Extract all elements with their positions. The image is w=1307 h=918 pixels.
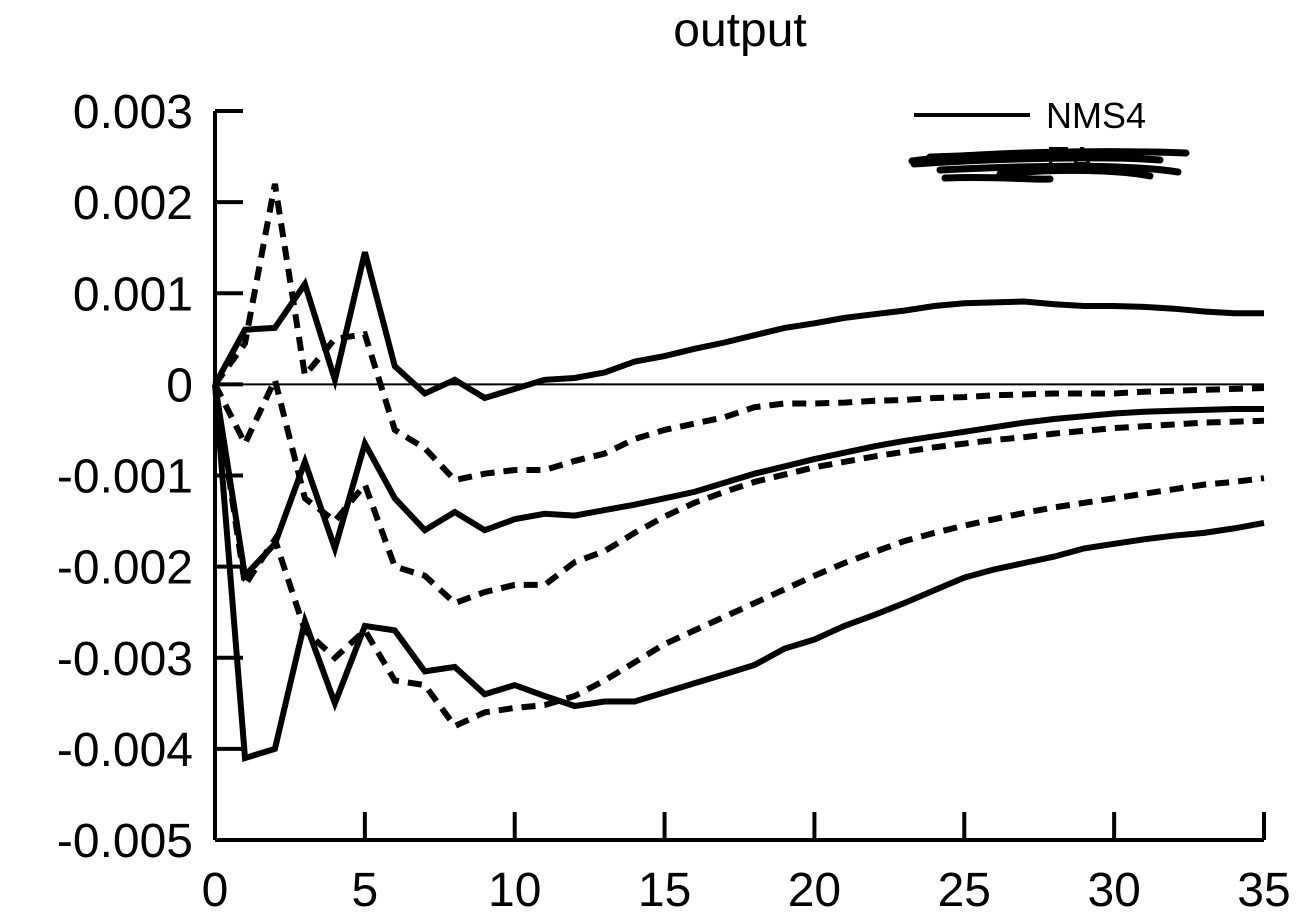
series-layer (212, 183, 1265, 762)
y-tick-label: -0.001 (57, 451, 193, 504)
x-tick-label: 25 (938, 864, 991, 917)
y-tick-label: -0.004 (57, 724, 193, 777)
y-tick-label: 0.001 (73, 268, 193, 321)
series-line-6-dashed (212, 383, 1265, 730)
y-tick-label: 0.003 (73, 86, 193, 139)
legend-swatch-dashed (996, 166, 1154, 180)
legend-swatch-dashed (936, 162, 1182, 176)
x-tick-label: 30 (1087, 864, 1140, 917)
x-tick-label: 15 (638, 864, 691, 917)
legend-swatch-dashed (941, 173, 1054, 183)
series-line-2-solid (212, 383, 1264, 583)
y-tick-label: -0.002 (57, 542, 193, 595)
y-tick-label: 0 (166, 359, 193, 412)
legend-swatch-dashed (926, 150, 1134, 161)
x-tick-label: 5 (352, 864, 379, 917)
series-line-1-solid (212, 251, 1264, 402)
y-tick-label: -0.005 (57, 815, 193, 868)
series-line-5-dashed (212, 370, 1265, 607)
legend-label-solid: NMS4 (1046, 95, 1146, 136)
y-tick-label: -0.003 (57, 633, 193, 686)
series-line-3-solid (212, 384, 1265, 762)
y-tick-label: 0.002 (73, 177, 193, 230)
x-tick-label: 10 (488, 864, 541, 917)
x-tick-label: 20 (788, 864, 841, 917)
tick-labels: 0.003 0.002 0.001 0 -0.001 -0.002 -0.003 -0.004… (57, 86, 1291, 917)
legend-swatch-dashed (910, 154, 1164, 168)
x-tick-label: 35 (1237, 864, 1290, 917)
axes (213, 109, 1266, 842)
series-line-4-dashed (212, 183, 1265, 484)
x-tick-label: 0 (202, 864, 229, 917)
chart-title: output (673, 4, 806, 57)
